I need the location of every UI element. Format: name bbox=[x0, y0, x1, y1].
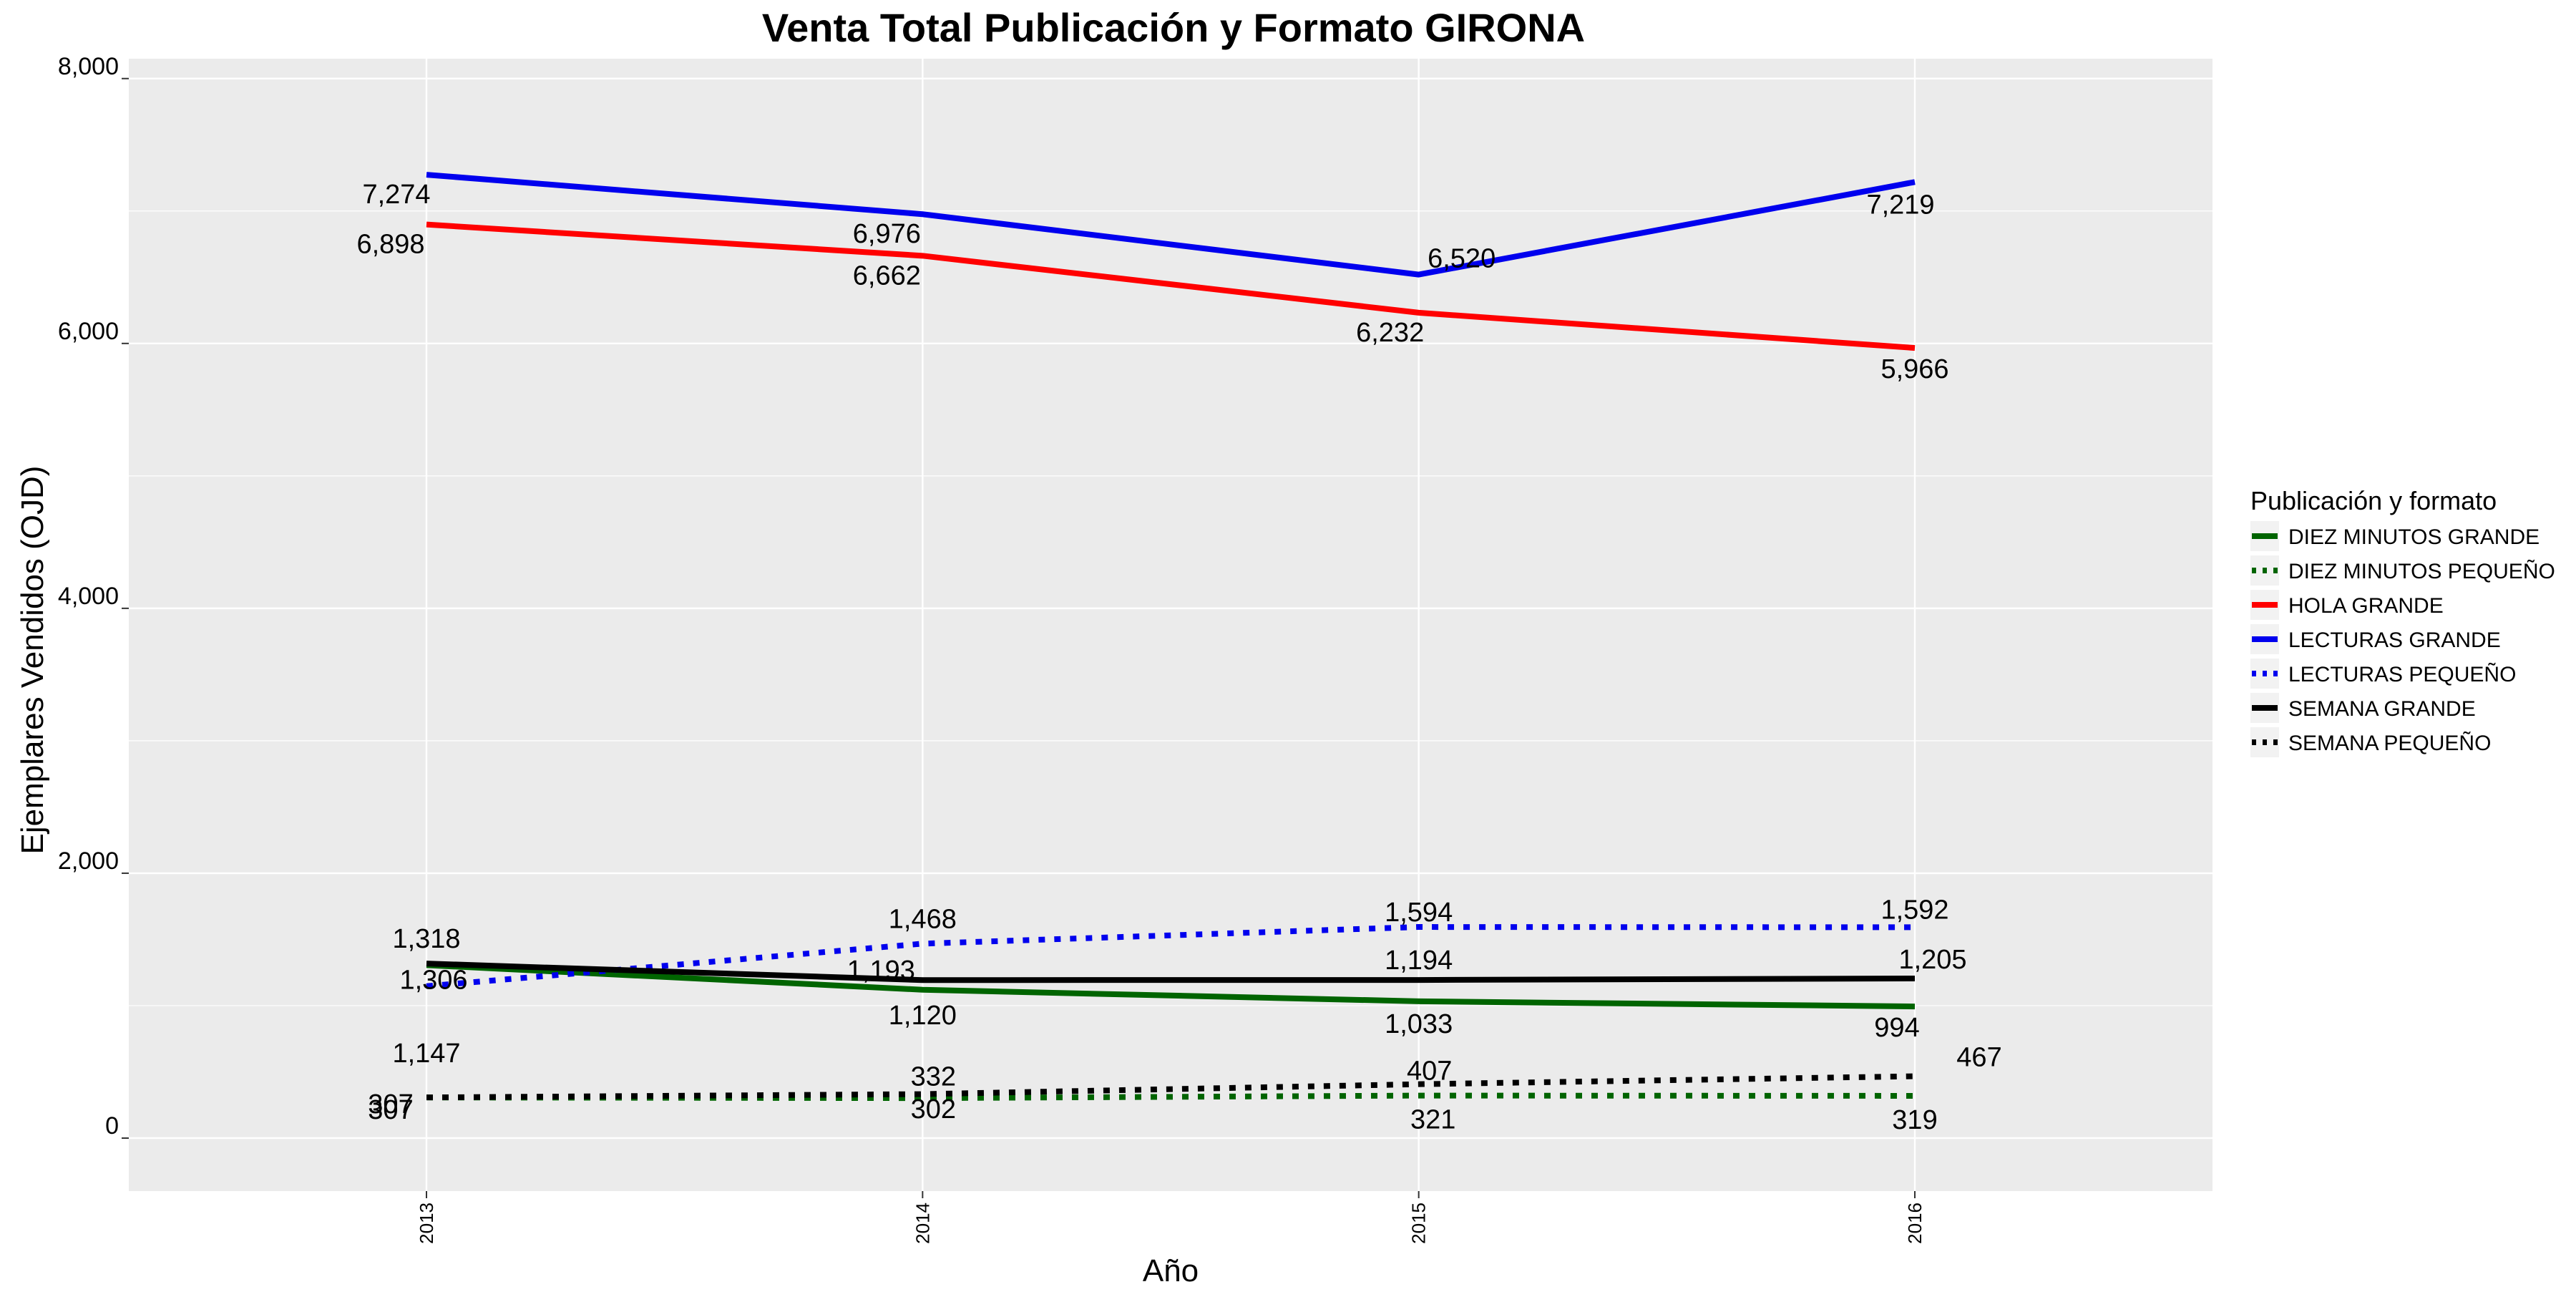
data-label: 994 bbox=[1874, 1013, 1919, 1043]
y-tick-label: 4,000 bbox=[58, 583, 119, 610]
data-label: 332 bbox=[911, 1062, 956, 1092]
legend-label: SEMANA PEQUEÑO bbox=[2288, 731, 2491, 755]
data-label: 7,219 bbox=[1866, 190, 1934, 220]
legend-label: DIEZ MINUTOS GRANDE bbox=[2288, 525, 2540, 549]
series-line-diez-minutos-grande bbox=[426, 962, 1916, 1010]
data-label: 7,274 bbox=[362, 180, 430, 210]
y-tick-label: 2,000 bbox=[58, 847, 119, 875]
data-label: 1,594 bbox=[1385, 898, 1453, 928]
legend: Publicación y formato DIEZ MINUTOS GRAND… bbox=[2250, 486, 2555, 757]
data-label: 302 bbox=[911, 1094, 956, 1125]
data-label: 6,898 bbox=[356, 230, 424, 260]
data-label: 467 bbox=[1956, 1043, 2001, 1073]
chart-title: Venta Total Publicación y Formato GIRONA bbox=[762, 5, 1585, 50]
data-label: 307 bbox=[368, 1095, 413, 1125]
legend-item: LECTURAS PEQUEÑO bbox=[2250, 659, 2516, 689]
data-label: 6,662 bbox=[853, 261, 921, 291]
series-line-semana-grande bbox=[426, 961, 1916, 983]
data-label: 1,033 bbox=[1385, 1009, 1453, 1039]
data-label: 1,147 bbox=[392, 1039, 460, 1069]
legend-item: SEMANA GRANDE bbox=[2250, 693, 2476, 723]
x-tick-label: 2016 bbox=[1904, 1203, 1926, 1244]
data-label: 1,592 bbox=[1880, 895, 1948, 925]
legend-label: LECTURAS GRANDE bbox=[2288, 628, 2501, 652]
series-line-diez-minutos-peque-o bbox=[426, 1092, 1916, 1102]
legend-label: LECTURAS PEQUEÑO bbox=[2288, 662, 2516, 686]
y-tick-label: 6,000 bbox=[58, 318, 119, 345]
y-axis-title: Ejemplares Vendidos (OJD) bbox=[15, 466, 50, 855]
data-label: 5,966 bbox=[1880, 354, 1948, 384]
data-label: 321 bbox=[1410, 1105, 1455, 1135]
legend-label: SEMANA GRANDE bbox=[2288, 697, 2476, 721]
legend-label: DIEZ MINUTOS PEQUEÑO bbox=[2288, 559, 2555, 583]
x-tick-label: 2014 bbox=[912, 1203, 933, 1244]
legend-label: HOLA GRANDE bbox=[2288, 594, 2444, 618]
y-tick-label: 8,000 bbox=[58, 53, 119, 80]
legend-item: HOLA GRANDE bbox=[2250, 590, 2444, 620]
series-line-lecturas-grande bbox=[426, 172, 1916, 278]
y-tick-label: 0 bbox=[105, 1112, 119, 1140]
series-line-semana-peque-o bbox=[426, 1073, 1916, 1101]
series-line-lecturas-peque-o bbox=[426, 924, 1916, 989]
plot-panel bbox=[129, 59, 2212, 1191]
data-label: 1,193 bbox=[847, 956, 915, 986]
data-label: 6,232 bbox=[1356, 318, 1424, 348]
x-tick-label: 2013 bbox=[416, 1203, 437, 1244]
x-tick-label: 2015 bbox=[1408, 1203, 1430, 1244]
data-label: 1,306 bbox=[399, 965, 467, 995]
data-label: 1,318 bbox=[392, 924, 460, 954]
data-label: 1,120 bbox=[889, 1001, 957, 1031]
legend-title: Publicación y formato bbox=[2250, 486, 2497, 515]
legend-item: DIEZ MINUTOS PEQUEÑO bbox=[2250, 555, 2555, 586]
data-label: 307 bbox=[368, 1089, 413, 1119]
legend-item: LECTURAS GRANDE bbox=[2250, 624, 2501, 654]
data-label: 1,205 bbox=[1898, 945, 1966, 975]
data-label: 407 bbox=[1407, 1057, 1452, 1087]
data-label: 1,194 bbox=[1385, 946, 1453, 976]
legend-item: DIEZ MINUTOS GRANDE bbox=[2250, 521, 2540, 551]
x-axis-title: Año bbox=[1143, 1253, 1199, 1288]
data-label: 319 bbox=[1892, 1105, 1937, 1135]
series-line-hola-grande bbox=[426, 221, 1916, 351]
data-label: 1,468 bbox=[889, 904, 957, 934]
legend-item: SEMANA PEQUEÑO bbox=[2250, 727, 2491, 757]
data-label: 6,520 bbox=[1428, 244, 1496, 274]
data-label: 6,976 bbox=[853, 219, 921, 249]
